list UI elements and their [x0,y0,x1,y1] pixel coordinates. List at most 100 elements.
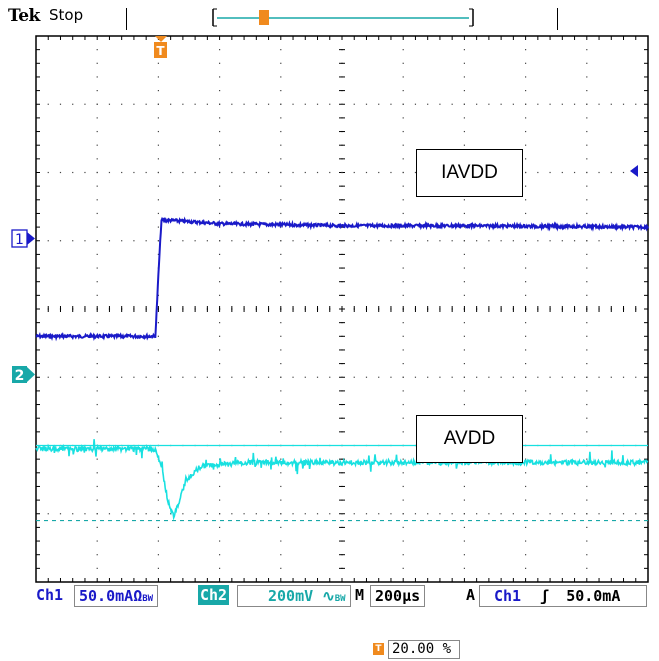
grid-dot [365,513,368,515]
grid-dot [157,390,159,392]
grid-dot [476,240,478,242]
iavdd-label: IAVDD [416,149,523,197]
grid-dot [402,185,404,187]
grid-dot [598,513,600,515]
grid-dot [451,103,453,105]
grid-dot [635,376,637,378]
grid-dot [157,185,159,187]
grid-dot [157,417,159,419]
grid-dot [463,226,465,228]
grid-dot [219,554,221,556]
grid-dot [59,376,62,378]
grid-dot [439,240,441,242]
grid-dot [537,513,539,515]
grid-dot [463,376,465,378]
grid-dot [463,267,465,269]
grid-dot [96,90,98,92]
grid-dot [402,240,404,242]
grid-dot [280,417,282,419]
ch2-name: Ch2 [198,585,230,605]
grid-dot [219,403,221,406]
grid-dot [525,554,527,556]
ch1-coupling: Ω [133,587,143,605]
grid-dot [280,281,282,283]
grid-dot [219,499,221,501]
grid-dot [586,240,588,242]
grid-dot [598,376,600,378]
grid-dot [121,240,123,242]
grid-dot [157,240,159,242]
grid-dot [451,376,453,378]
grid-dot [316,513,319,515]
grid-dot [219,185,221,187]
grid-dot [378,171,380,174]
grid-dot [476,513,478,515]
status-bar: Ch1 50.0mAΩBW Ch2 200mV ∿BW M 200µs A Ch… [34,585,648,607]
grid-dot [573,240,576,242]
grid-dot [586,130,588,133]
grid-dot [525,458,527,460]
grid-dot [402,526,404,528]
grid-dot [206,376,208,378]
grid-dot [586,49,588,51]
grid-dot [96,363,98,365]
grid-dot [231,513,233,515]
grid-dot [219,90,221,92]
grid-dot [96,212,98,215]
grid-dot [402,253,404,255]
grid-dot [463,363,465,365]
grid-dot [341,513,343,515]
grid-dot [525,431,527,433]
grid-dot [47,103,49,105]
grid-dot [329,240,331,242]
grid-dot [427,103,429,105]
grid-dot [586,390,588,392]
grid-dot [255,240,257,242]
grid-dot [96,62,98,64]
grid-dot [157,226,159,228]
grid-dot [280,390,282,392]
grid-dot [402,403,404,406]
grid-dot [512,240,514,242]
grid-dot [219,240,221,242]
grid-dot [500,103,502,105]
grid-dot [549,240,551,242]
ch2-coupling: ∿ [322,587,335,605]
grid-dot [219,130,221,133]
grid-dot [96,540,98,542]
grid-dot [463,281,465,283]
grid-dot [549,513,551,515]
grid-dot [353,103,355,105]
grid-dot [219,472,221,474]
grid-dot [157,130,159,133]
grid-dot [427,376,429,378]
grid-dot [84,376,86,378]
grid-dot [157,554,159,556]
grid-dot [280,540,282,542]
grid-dot [255,171,257,174]
grid-dot [280,62,282,64]
grid-dot [280,472,282,474]
grid-dot [610,376,612,378]
grid-dot [586,513,588,515]
grid-dot [304,240,306,242]
grid-dot [96,199,98,201]
grid-dot [231,171,233,174]
grid-dot [463,540,465,542]
grid-dot [329,103,331,105]
grid-dot [157,158,159,160]
grid-dot [488,513,490,515]
grid-dot [525,62,527,64]
grid-dot [390,103,392,105]
grid-dot [463,117,465,119]
grid-dot [427,240,429,242]
grid-dot [96,171,98,174]
ch1-scale: 50.0mA [79,587,134,605]
grid-dot [133,376,135,378]
grid-dot [280,567,282,569]
grid-dot [476,103,478,105]
grid-dot [525,253,527,255]
grid-dot [182,171,184,174]
grid-dot [182,103,184,105]
grid-dot [206,240,208,242]
